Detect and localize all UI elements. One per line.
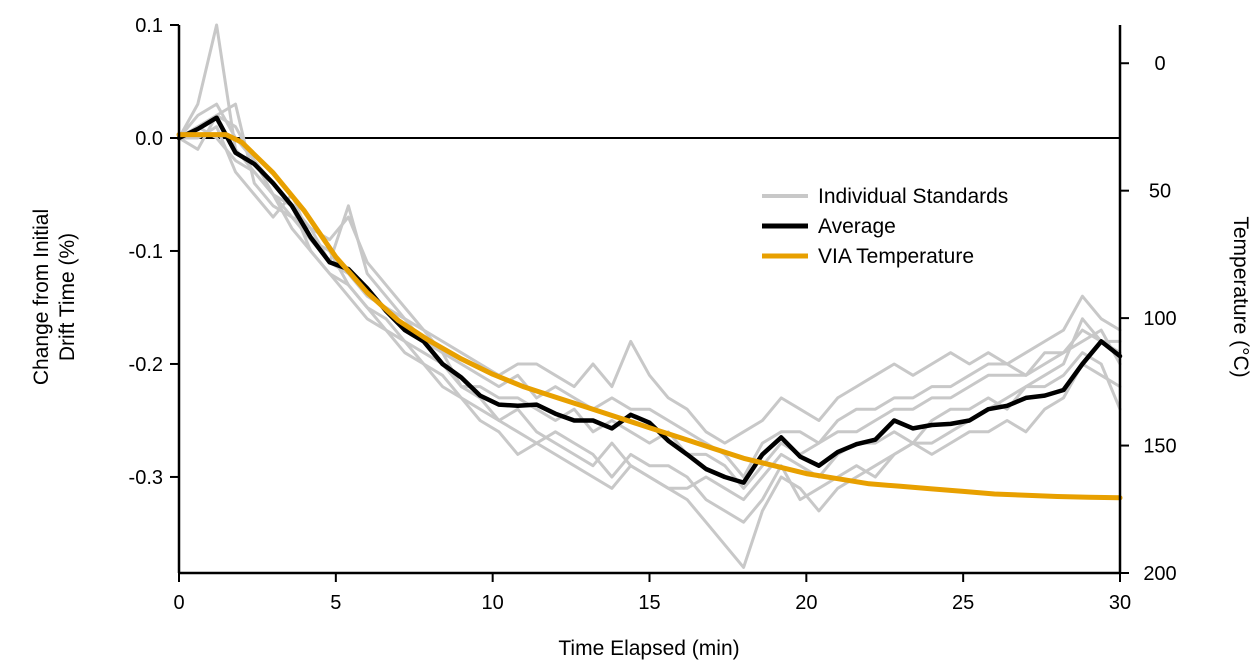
y-tick-label-4: -0.3 bbox=[129, 467, 163, 489]
y2-axis-title: Temperature (°C) bbox=[1229, 216, 1252, 377]
x-tick-label-20: 20 bbox=[795, 592, 817, 614]
y-tick-label-1: 0.0 bbox=[135, 128, 163, 150]
x-tick-label-0: 0 bbox=[173, 592, 184, 614]
legend-label-temperature: VIA Temperature bbox=[818, 245, 974, 268]
y2-tick-label-0: 0 bbox=[1154, 53, 1165, 75]
y2-tick-label-200: 200 bbox=[1143, 563, 1176, 585]
x-tick-label-25: 25 bbox=[952, 592, 974, 614]
series-individual-standard-6 bbox=[177, 113, 1122, 479]
legend: Individual Standards Average VIA Tempera… bbox=[762, 185, 1008, 268]
y-tick-label-0: 0.1 bbox=[135, 15, 163, 37]
y-tick-label-3: -0.2 bbox=[129, 354, 163, 376]
series-individual-standard-1 bbox=[177, 23, 1122, 569]
y-axis-title-line-1: Change from Initial bbox=[30, 209, 53, 385]
series-average bbox=[176, 115, 1123, 485]
series-layer bbox=[176, 23, 1123, 569]
legend-label-average: Average bbox=[818, 215, 896, 238]
x-tick-label-10: 10 bbox=[482, 592, 504, 614]
axes-layer: 0 5 10 15 20 25 30 0.1 0.0 -0.1 -0.2 -0.3 0 50 100 150 2… bbox=[129, 15, 1177, 614]
x-tick-label-30: 30 bbox=[1109, 592, 1131, 614]
y2-tick-label-50: 50 bbox=[1149, 181, 1171, 203]
x-tick-label-15: 15 bbox=[638, 592, 660, 614]
y-tick-label-2: -0.1 bbox=[129, 241, 163, 263]
series-via-temperature bbox=[176, 132, 1123, 501]
x-tick-label-5: 5 bbox=[330, 592, 341, 614]
x-axis-title: Time Elapsed (min) bbox=[558, 637, 739, 660]
legend-label-standards: Individual Standards bbox=[818, 185, 1008, 208]
y-axis-title-line-2: Drift Time (%) bbox=[56, 233, 79, 361]
y2-tick-label-100: 100 bbox=[1143, 308, 1176, 330]
series-individual-standard-2 bbox=[177, 102, 1122, 445]
series-individual-standard-3 bbox=[177, 125, 1122, 524]
y2-tick-label-150: 150 bbox=[1143, 436, 1176, 458]
